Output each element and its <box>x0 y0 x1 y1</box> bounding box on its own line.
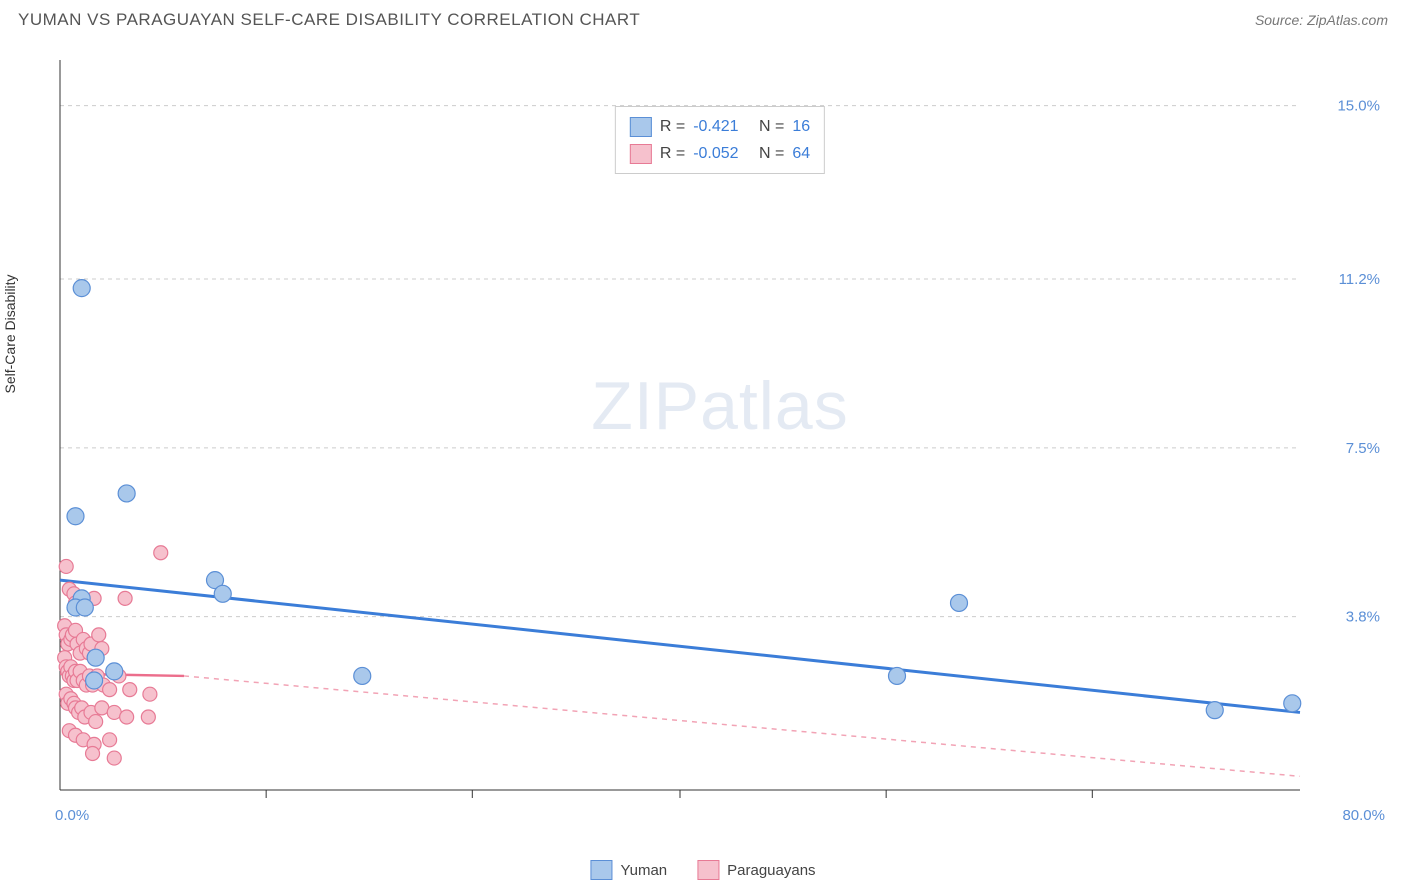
svg-text:11.2%: 11.2% <box>1339 271 1380 288</box>
source-credit: Source: ZipAtlas.com <box>1255 12 1388 28</box>
series-legend: Yuman Paraguayans <box>590 860 815 880</box>
svg-text:3.8%: 3.8% <box>1346 609 1380 626</box>
svg-text:0.0%: 0.0% <box>55 807 89 824</box>
chart-header: YUMAN VS PARAGUAYAN SELF-CARE DISABILITY… <box>18 10 1388 30</box>
svg-text:80.0%: 80.0% <box>1342 807 1385 824</box>
y-axis-label: Self-Care Disability <box>2 274 18 393</box>
legend-row-paraguayans: R = -0.052 N = 64 <box>630 140 810 167</box>
legend-row-yuman: R = -0.421 N = 16 <box>630 113 810 140</box>
svg-text:15.0%: 15.0% <box>1337 98 1380 115</box>
svg-text:7.5%: 7.5% <box>1346 440 1380 457</box>
legend-item-yuman: Yuman <box>590 860 667 880</box>
swatch-pink-icon <box>697 860 719 880</box>
plot-area: Self-Care Disability ZIPatlas 3.8%7.5%11… <box>50 50 1390 840</box>
swatch-blue-icon <box>590 860 612 880</box>
chart-title: YUMAN VS PARAGUAYAN SELF-CARE DISABILITY… <box>18 10 640 30</box>
swatch-blue-icon <box>630 117 652 137</box>
correlation-legend: R = -0.421 N = 16 R = -0.052 N = 64 <box>615 106 825 174</box>
swatch-pink-icon <box>630 144 652 164</box>
legend-item-paraguayans: Paraguayans <box>697 860 815 880</box>
